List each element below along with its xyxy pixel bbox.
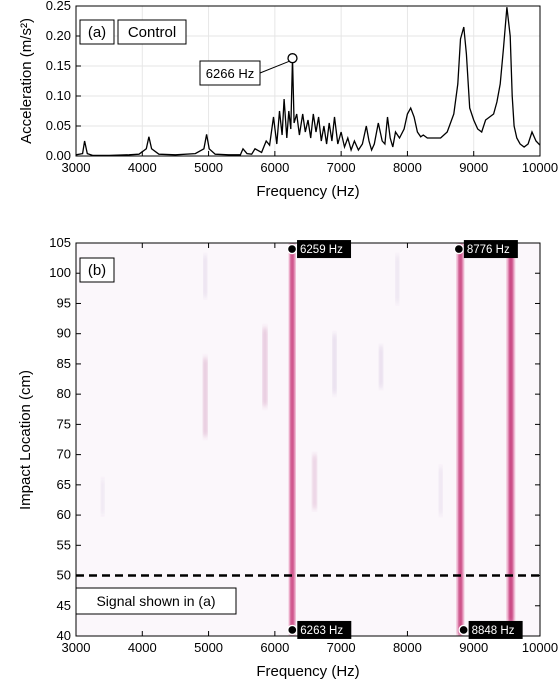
panel-b-ridge-core	[509, 249, 512, 624]
panel-b-x-tick-label: 6000	[260, 640, 289, 655]
panel-b-x-tick-label: 4000	[128, 640, 157, 655]
panel-b-x-tick-label: 5000	[194, 640, 223, 655]
panel-b-x-tick-label: 3000	[62, 640, 91, 655]
panel-b-ridge	[203, 357, 207, 437]
panel-b-chart: 3000 4000 5000 6000 7000 8000 9000 10000 40 45 50 5…	[17, 235, 558, 680]
panel-a-x-tick-label: 6000	[260, 160, 289, 175]
panel-a-y-tick-label: 0.15	[46, 58, 71, 73]
panel-b-ridge	[439, 466, 442, 516]
panel-a-y-tick-label: 0.25	[46, 0, 71, 13]
panel-b-ridge-core	[459, 243, 462, 636]
panel-a-chart: 3000 4000 5000 6000 7000 8000 9000 10000 0.00 0.0…	[18, 0, 558, 200]
panel-b-y-tick-label: 70	[57, 447, 71, 462]
panel-b-y-tick-label: 100	[49, 265, 71, 280]
panel-a-y-tick-label: 0.20	[46, 28, 71, 43]
panel-b-y-tick-label: 105	[49, 235, 71, 250]
panel-a-x-tick-label: 5000	[194, 160, 223, 175]
panel-b-peak-marker	[458, 624, 469, 636]
panel-b-peak-label-box	[468, 620, 523, 639]
panel-b-ylabel: Impact Location (cm)	[17, 370, 34, 510]
panel-b-ridge	[101, 478, 104, 516]
panel-b-peak-label-box	[463, 240, 518, 259]
panel-b-y-tick-label: 90	[57, 326, 71, 341]
panel-a-acceleration-line	[75, 7, 541, 157]
panel-b-ridge	[313, 454, 316, 510]
panel-a-x-tick-label: 3000	[62, 160, 91, 175]
panel-b-x-tick-label: 9000	[459, 640, 488, 655]
panel-a-peak-label-box	[199, 60, 261, 86]
panel-b-tag: (b)	[88, 262, 106, 279]
panel-b-peak-label: 6263 Hz	[300, 625, 343, 637]
panel-b-y-tick-label: 50	[57, 568, 71, 583]
panel-b-ridge	[333, 333, 336, 395]
panel-b-ridge-core	[291, 243, 294, 636]
panel-b-y-tick-label: 85	[57, 356, 71, 371]
panel-b-peak-label: 8776 Hz	[467, 244, 510, 256]
panel-b-y-tick-label: 45	[57, 598, 71, 613]
panel-b-y-tick-label: 60	[57, 507, 71, 522]
panel-b-signal-label: Signal shown in (a)	[96, 593, 215, 609]
panel-b-y-tick-label: 55	[57, 537, 71, 552]
panel-b-x-tick-label: 7000	[327, 640, 356, 655]
panel-a-y-tick-label: 0.05	[46, 118, 71, 133]
panel-b-y-tick-label: 80	[57, 386, 71, 401]
panel-b-y-tick-label: 95	[57, 295, 71, 310]
panel-a-title: Control	[128, 24, 176, 41]
panel-a-ticks: 3000 4000 5000 6000 7000 8000 9000 10000 0.00 0.0…	[46, 0, 558, 175]
panel-b-peak-label: 6259 Hz	[300, 244, 343, 256]
panel-a-peak-marker	[287, 53, 298, 64]
panel-b-ridge	[379, 345, 383, 389]
panel-a-x-tick-label: 8000	[393, 160, 422, 175]
panel-b-peak-label-box	[297, 620, 352, 639]
panel-b-heatmap-ridges	[101, 243, 514, 636]
panel-a-x-tick-label: 10000	[522, 160, 558, 175]
panel-b-peak-marker	[286, 243, 298, 255]
panel-b-peak-label: 8848 Hz	[472, 625, 515, 637]
panel-b-x-tick-label: 10000	[522, 640, 558, 655]
panel-b-peak-label-box	[297, 240, 352, 259]
panel-b-y-tick-label: 40	[57, 628, 71, 643]
panel-b-ticks: 3000 4000 5000 6000 7000 8000 9000 10000 40 45 50 5…	[49, 235, 558, 655]
panel-a-peak-leader	[259, 60, 290, 74]
panel-a-x-tick-label: 4000	[128, 160, 157, 175]
panel-b-y-tick-label: 65	[57, 477, 71, 492]
panel-a-x-tick-label: 7000	[327, 160, 356, 175]
panel-b-x-tick-label: 8000	[393, 640, 422, 655]
panel-b-ridge	[396, 255, 399, 304]
panel-b-peak-labels: 6259 Hz 8776 Hz 6263 Hz 8848 Hz	[286, 240, 523, 639]
panel-b-ridge	[204, 255, 207, 298]
panel-a-y-tick-label: 0.10	[46, 88, 71, 103]
panel-b-xlabel: Frequency (Hz)	[256, 663, 359, 680]
panel-a-peak-label: 6266 Hz	[206, 66, 254, 81]
panel-a-xlabel: Frequency (Hz)	[256, 183, 359, 200]
panel-b-ridge	[263, 327, 267, 407]
panel-a-ylabel: Acceleration (m/s²)	[18, 18, 35, 144]
panel-a-x-tick-label: 9000	[459, 160, 488, 175]
panel-b-peak-marker	[287, 624, 298, 636]
panel-a-tag: (a)	[88, 24, 106, 41]
panel-a-y-tick-label: 0.00	[46, 148, 71, 163]
panel-b-y-tick-label: 75	[57, 416, 71, 431]
panel-b-peak-marker	[453, 243, 465, 255]
